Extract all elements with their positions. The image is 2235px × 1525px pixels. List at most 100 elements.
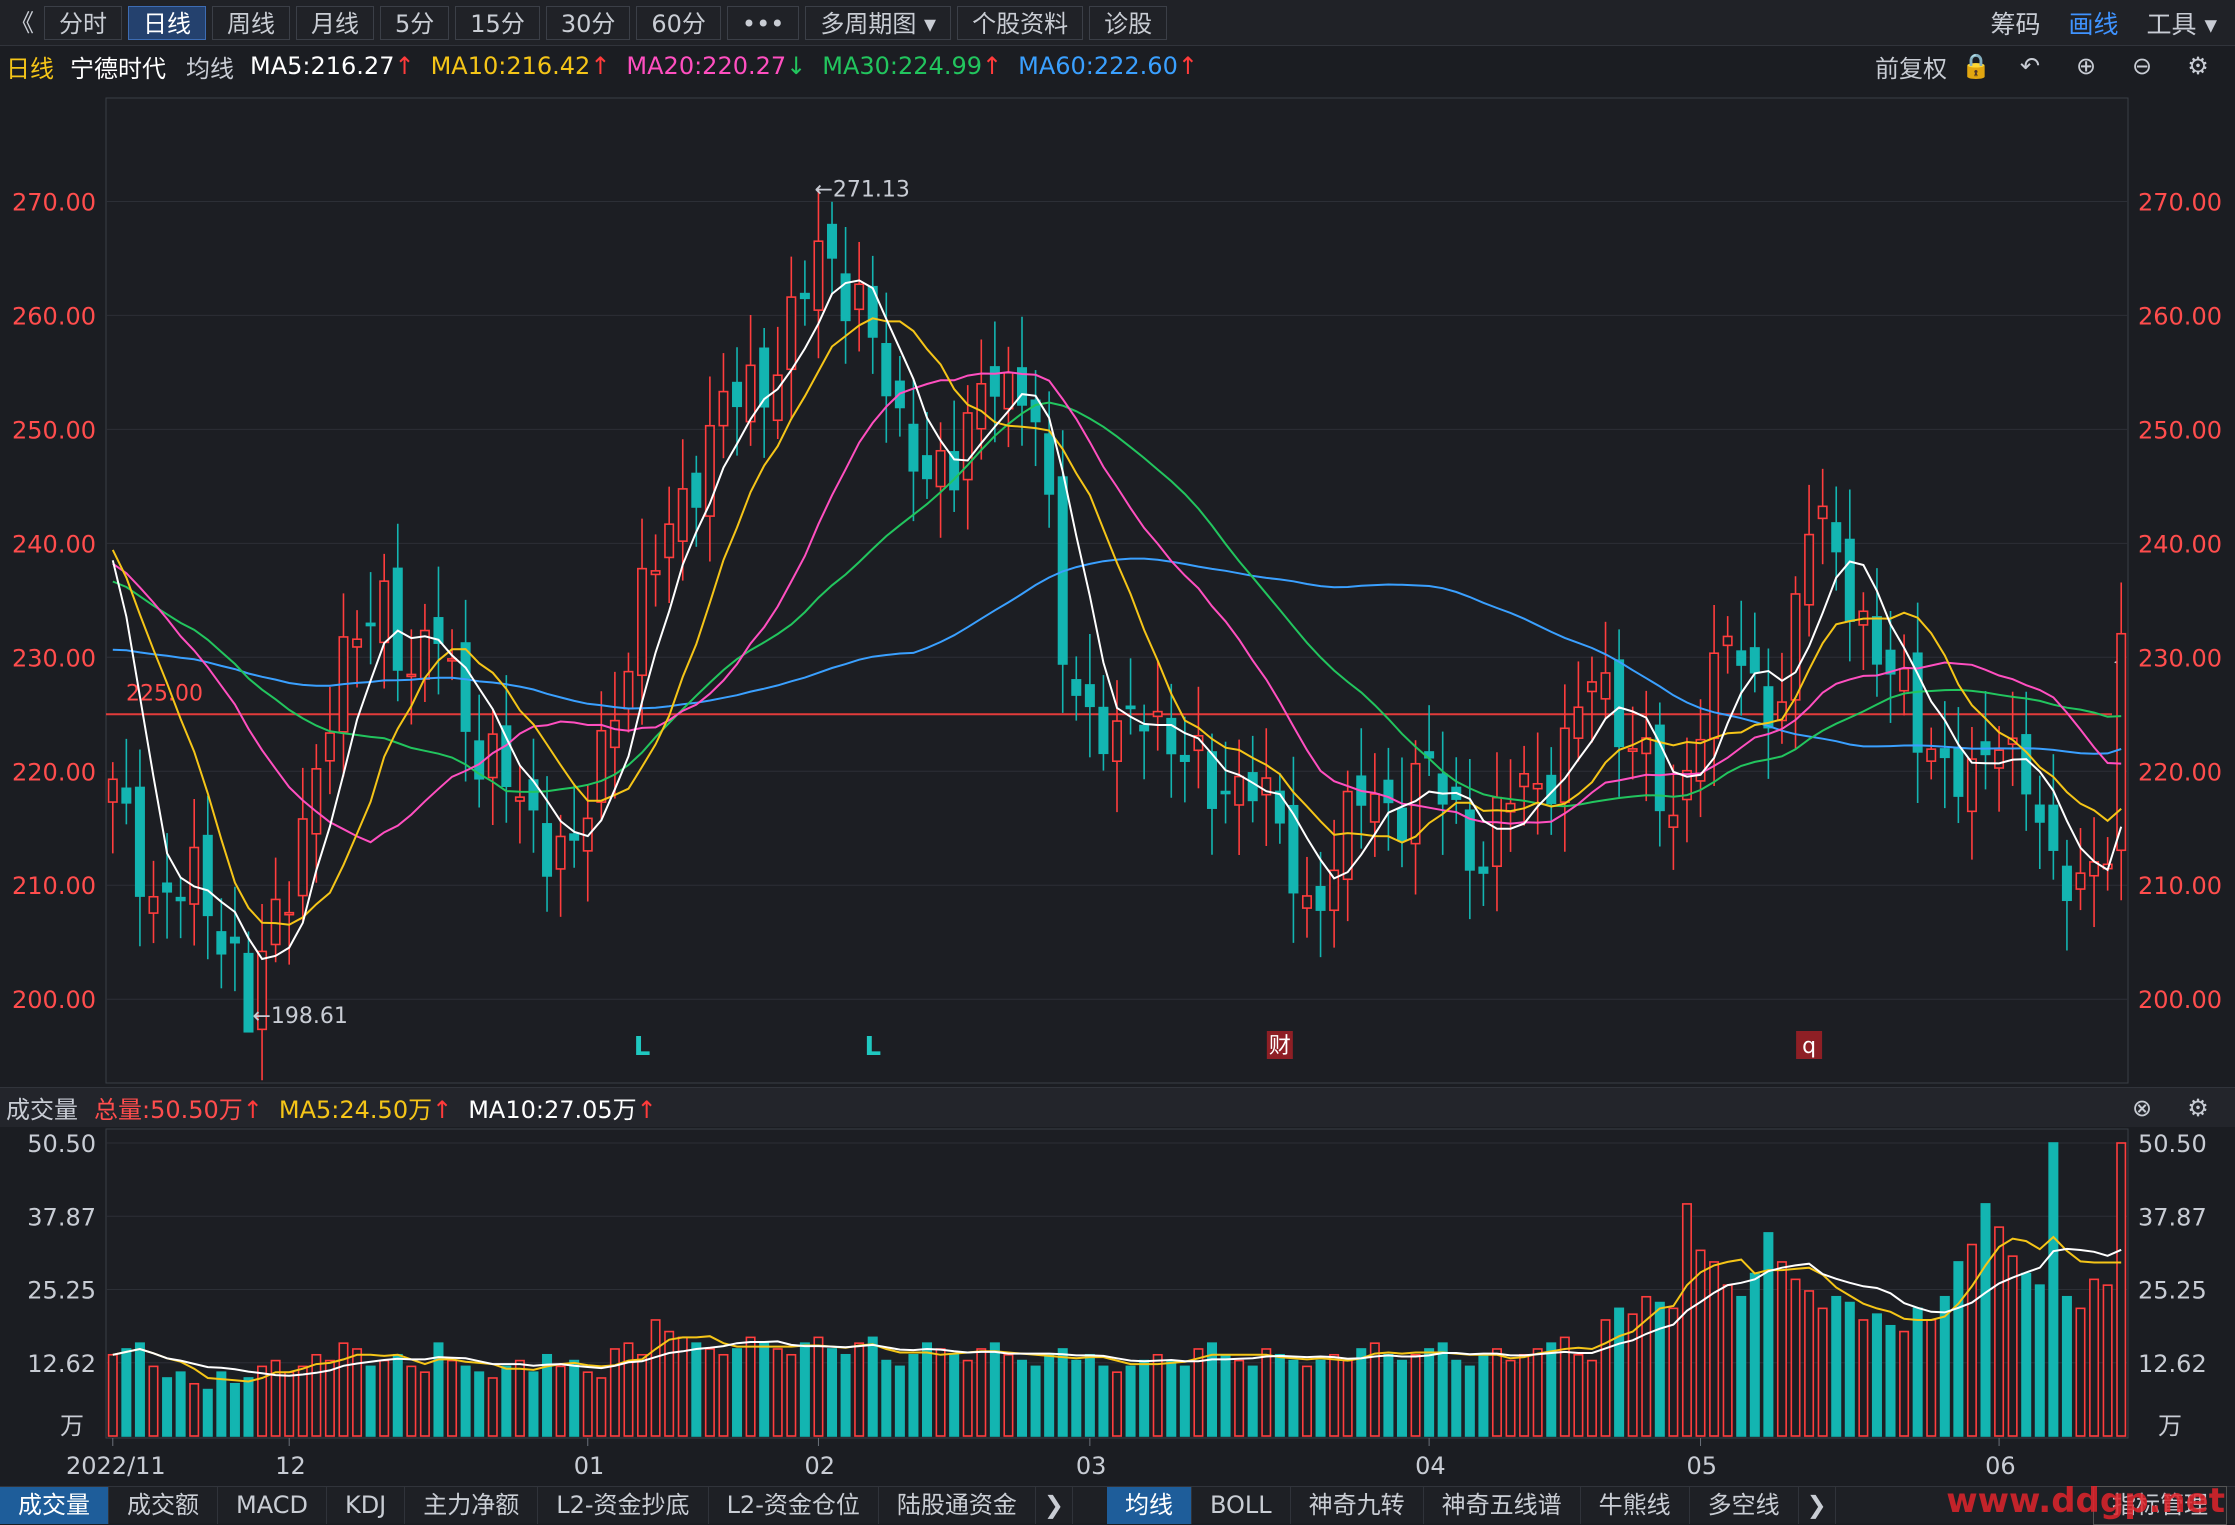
candle[interactable] [1329,819,1340,948]
volume-bar[interactable] [1111,1371,1123,1437]
stock-name[interactable]: 宁德时代 [70,54,166,83]
indicator-tab-3[interactable]: KDJ [327,1486,406,1524]
candle[interactable] [121,738,132,825]
candle[interactable] [677,439,688,581]
volume-bar[interactable] [1980,1203,1991,1437]
candle[interactable] [922,411,933,499]
volume-bar[interactable] [501,1365,512,1437]
candle[interactable] [949,400,960,512]
candle[interactable] [637,518,648,725]
volume-bar[interactable] [1193,1348,1204,1437]
tab-4[interactable]: 5分 [380,5,450,40]
candle[interactable] [2034,775,2045,870]
close-icon[interactable]: ⊗ [2131,1093,2153,1122]
candle[interactable] [1044,391,1055,528]
volume-bar[interactable] [2116,1142,2127,1437]
candle[interactable] [352,610,363,688]
overlay-tab-2[interactable]: 神奇九转 [1291,1486,1424,1524]
overlay-tab-0[interactable]: 均线 [1106,1486,1192,1524]
candle[interactable] [501,675,512,823]
volume-bar[interactable] [528,1371,539,1437]
event-marker[interactable]: L [864,1032,881,1062]
candle[interactable] [1736,600,1747,716]
volume-bar[interactable] [582,1371,593,1437]
volume-bar[interactable] [1505,1359,1516,1437]
volume-bar[interactable] [1926,1319,1937,1437]
volume-bar[interactable] [392,1353,403,1437]
candle[interactable] [1234,739,1245,855]
candle[interactable] [514,765,525,844]
volume-bar[interactable] [162,1377,173,1437]
indicator-tab-6[interactable]: L2-资金仓位 [709,1486,879,1524]
volume-bar[interactable] [1247,1365,1258,1437]
volume-bar[interactable] [365,1365,376,1437]
candle[interactable] [1301,856,1312,938]
volume-bar[interactable] [121,1348,132,1437]
candle[interactable] [1695,699,1706,818]
volume-bar[interactable] [311,1353,322,1437]
indicator-tab-2[interactable]: MACD [218,1486,327,1524]
stock-chart[interactable]: 270.00 270.00 260.00 260.00 250.00 250.00 240.… [0,86,2235,1486]
volume-bar[interactable] [745,1336,756,1437]
candle[interactable] [1464,759,1475,920]
volume-bar[interactable] [1329,1353,1340,1437]
candle[interactable] [1994,726,2005,812]
candle[interactable] [1817,468,1828,565]
volume-bar[interactable] [1831,1295,1842,1437]
volume-bar[interactable] [1139,1359,1150,1437]
volume-bar[interactable] [1152,1353,1163,1437]
candle[interactable] [704,376,715,562]
candle[interactable] [175,877,186,939]
candle[interactable] [745,314,756,446]
volume-bar[interactable] [867,1336,878,1437]
tab-6[interactable]: 30分 [545,5,631,40]
volume-bar[interactable] [338,1342,349,1437]
overlay-tab-5[interactable]: 多空线 [1690,1486,1799,1524]
candle[interactable] [1179,716,1190,803]
volume-bar[interactable] [1234,1359,1245,1437]
volume-bar[interactable] [691,1342,702,1437]
volume-bar[interactable] [935,1348,946,1437]
candle[interactable] [202,795,213,960]
indicator-tab-7[interactable]: 陆股通资金 [879,1486,1036,1524]
volume-bar[interactable] [1206,1342,1218,1437]
volume-bar[interactable] [759,1342,770,1437]
volume-bar[interactable] [799,1342,810,1437]
candle[interactable] [324,686,335,795]
candle[interactable] [2075,828,2086,911]
candle[interactable] [2116,582,2127,901]
volume-bar[interactable] [1681,1203,1692,1437]
tab-5[interactable]: 15分 [455,5,540,40]
volume-bar[interactable] [650,1319,661,1437]
overlay-tab-4[interactable]: 牛熊线 [1581,1486,1690,1524]
candle[interactable] [609,671,620,799]
volume-bar[interactable] [1804,1290,1815,1437]
volume-bar[interactable] [1546,1342,1557,1437]
gear-icon[interactable]: ⚙ [2187,52,2209,80]
candle[interactable] [1559,684,1570,852]
candle[interactable] [433,566,444,695]
candle[interactable] [1627,706,1638,780]
candle[interactable] [406,629,417,725]
candle[interactable] [365,572,376,665]
volume-bar[interactable] [2021,1272,2032,1437]
volume-bar[interactable] [542,1353,553,1437]
candle[interactable] [1139,704,1150,780]
volume-bar[interactable] [1315,1359,1326,1437]
volume-bar[interactable] [664,1330,675,1437]
candle[interactable] [1573,661,1584,762]
candle[interactable] [284,881,295,965]
volume-bar[interactable] [257,1365,268,1437]
volume-bar[interactable] [1953,1261,1964,1437]
volume-bar[interactable] [1790,1278,1801,1437]
candle[interactable] [827,201,838,294]
candle[interactable] [1111,680,1123,813]
indicator-tab-1[interactable]: 成交额 [109,1486,218,1524]
volume-bar[interactable] [107,1353,118,1437]
candle[interactable] [1804,484,1815,637]
candle[interactable] [1912,602,1923,804]
candle[interactable] [840,227,851,364]
volume-bar[interactable] [419,1371,430,1437]
zoom-out-icon[interactable]: ⊖ [2131,52,2153,80]
candle[interactable] [460,599,471,782]
